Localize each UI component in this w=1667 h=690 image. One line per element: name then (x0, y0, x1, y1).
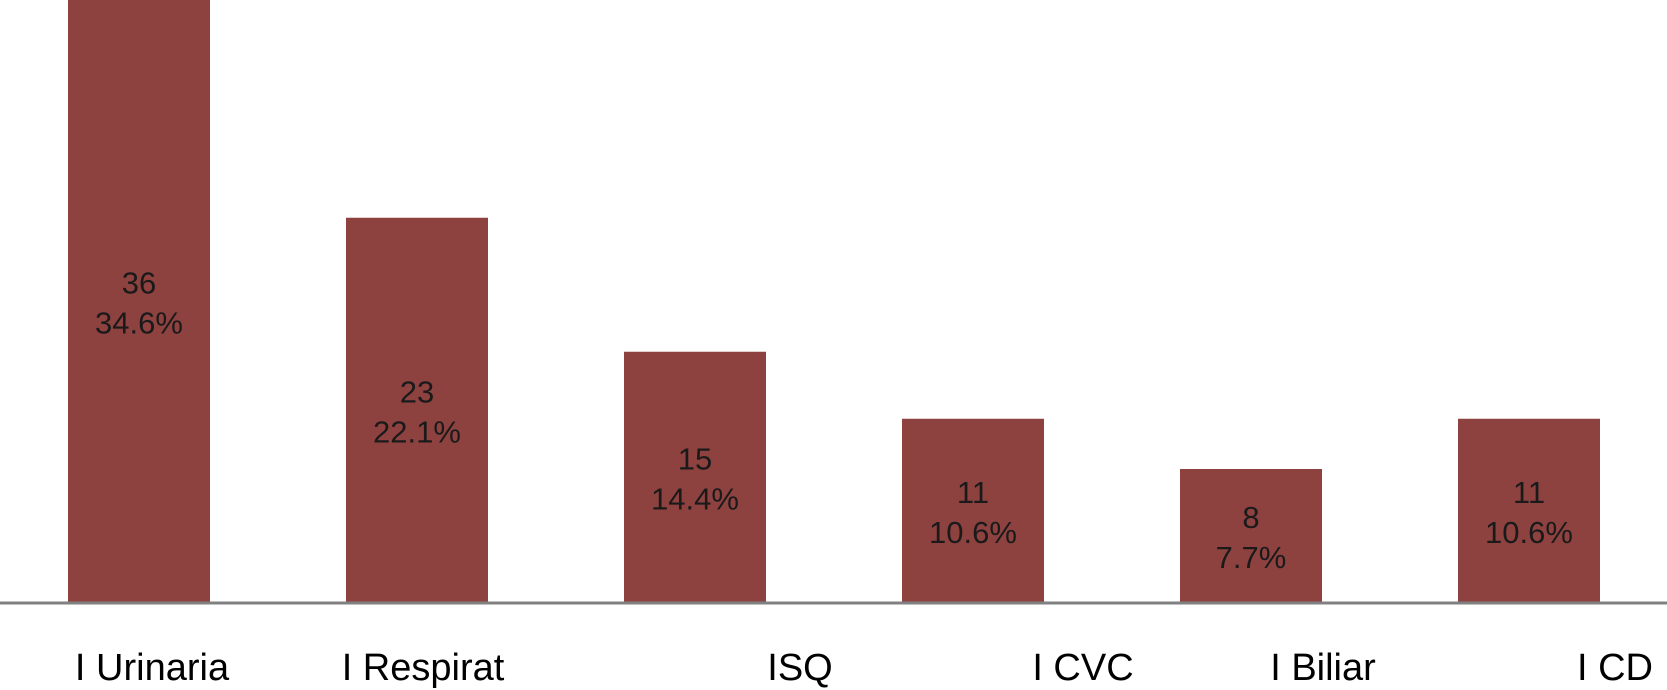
bars-group (68, 0, 1600, 603)
category-labels-group: I Urinaria I Respirat ISQ I CVC I Biliar I CD (75, 647, 1653, 689)
bar (902, 418, 1044, 603)
bar-value-label: 8 (1242, 500, 1259, 535)
bar (1180, 469, 1322, 603)
bar (346, 217, 488, 603)
bar-value-label: 11 (1513, 475, 1545, 510)
bar-percent-label: 10.6% (929, 515, 1017, 550)
bar-value-label: 15 (678, 441, 712, 476)
bar (68, 0, 210, 603)
bar-value-label: 36 (122, 266, 156, 301)
bar-percent-label: 22.1% (373, 414, 461, 449)
category-tick-label: I Biliar (1270, 647, 1376, 689)
bar-percent-label: 34.6% (95, 306, 183, 341)
value-labels-group: 36 34.6% 23 22.1% 15 14.4% 11 10.6% 8 7.7% 11 10.6% (95, 266, 1573, 576)
bar-percent-label: 14.4% (651, 481, 739, 516)
bar-value-label: 23 (400, 374, 434, 409)
category-tick-label: ISQ (767, 647, 832, 689)
category-tick-label: I Respirat (342, 647, 505, 689)
bar-value-label: 11 (957, 475, 989, 510)
bar-percent-label: 7.7% (1216, 540, 1287, 575)
category-tick-label: I Urinaria (75, 647, 230, 689)
bar-percent-label: 10.6% (1485, 515, 1573, 550)
bar (624, 351, 766, 603)
bar (1458, 418, 1600, 603)
category-tick-label: I CD (1577, 647, 1653, 689)
category-tick-label: I CVC (1032, 647, 1133, 689)
